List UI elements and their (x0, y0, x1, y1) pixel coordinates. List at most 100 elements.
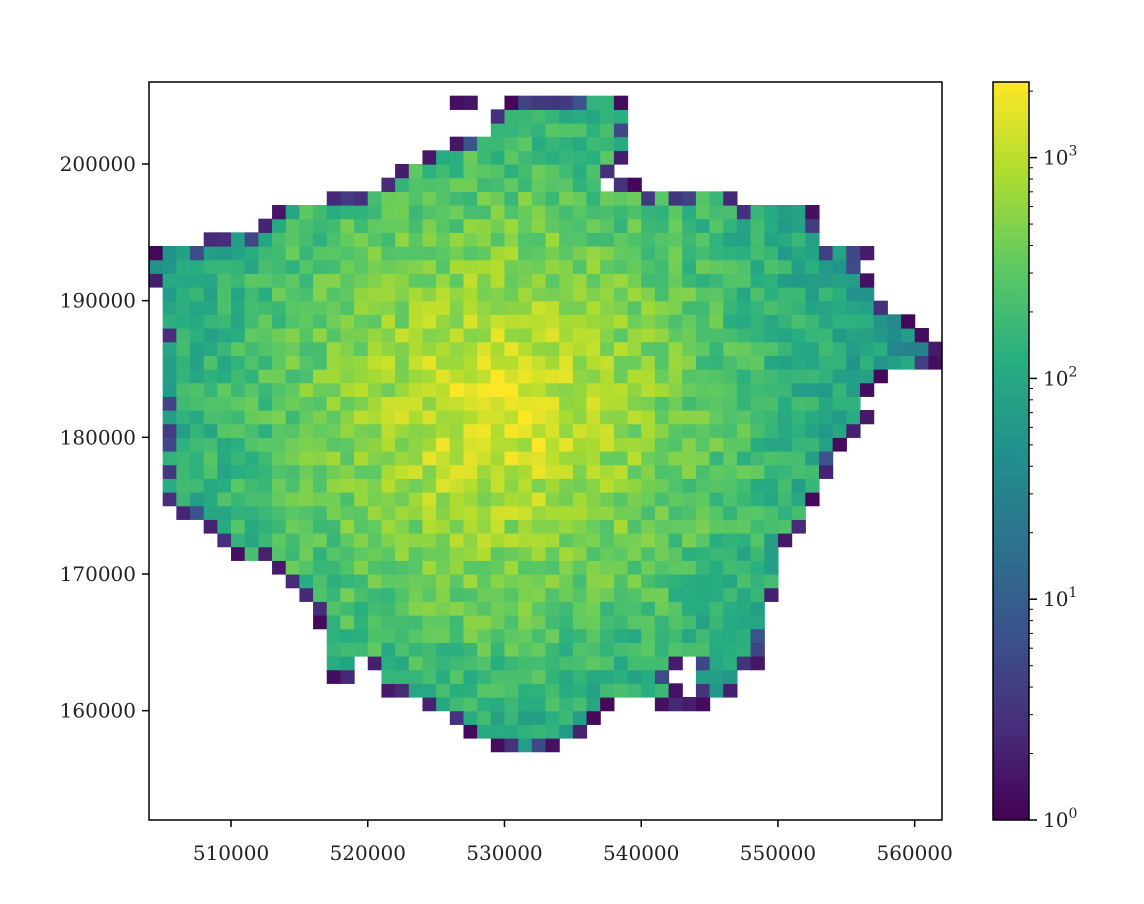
heatmap-cell (436, 423, 451, 438)
heatmap-cell (313, 369, 328, 384)
heatmap-cell (805, 423, 820, 438)
heatmap-cell (572, 314, 588, 329)
heatmap-cell (162, 437, 177, 452)
heatmap-cell (682, 615, 697, 630)
heatmap-cell (641, 287, 656, 302)
heatmap-cell (258, 287, 273, 302)
heatmap-cell (490, 287, 506, 302)
heatmap-cell (490, 615, 506, 630)
heatmap-cell (900, 328, 916, 343)
heatmap-cell (272, 492, 287, 507)
heatmap-cell (258, 519, 273, 534)
heatmap-cell (367, 478, 383, 493)
y-tick-label: 160000 (60, 699, 136, 723)
heatmap-cell (586, 478, 601, 493)
heatmap-cell (340, 396, 355, 411)
heatmap-cell (572, 273, 588, 288)
heatmap-cell (244, 451, 259, 466)
heatmap-cell (750, 273, 765, 288)
heatmap-cell (627, 437, 642, 452)
heatmap-cell (285, 574, 300, 589)
heatmap-cell (408, 218, 424, 233)
heatmap-cell (559, 519, 574, 534)
heatmap-cell (572, 656, 588, 671)
heatmap-cell (395, 382, 410, 397)
heatmap-cell (217, 464, 232, 479)
heatmap-cell (627, 560, 642, 575)
heatmap-cell (750, 341, 765, 356)
heatmap-cell (217, 369, 232, 384)
heatmap-cell (695, 259, 711, 274)
heatmap-cell (559, 437, 574, 452)
heatmap-cell (436, 218, 451, 233)
heatmap-cell (600, 560, 615, 575)
heatmap-cell (791, 519, 806, 534)
heatmap-cell (258, 451, 273, 466)
heatmap-cell (545, 355, 560, 370)
heatmap-cell (545, 95, 560, 110)
heatmap-cell (477, 328, 492, 343)
heatmap-cell (736, 369, 752, 384)
heatmap-cell (285, 396, 300, 411)
heatmap-cell (559, 136, 574, 151)
heatmap-cell (791, 341, 806, 356)
heatmap-cell (258, 246, 273, 261)
heatmap-cell (654, 615, 670, 630)
heatmap-cell (668, 328, 683, 343)
heatmap-cell (654, 205, 670, 220)
heatmap-cell (627, 683, 642, 698)
heatmap-cell (408, 396, 424, 411)
heatmap-cell (258, 273, 273, 288)
heatmap-cell (272, 478, 287, 493)
heatmap-cell (272, 328, 287, 343)
heatmap-cell (463, 437, 478, 452)
heatmap-cell (586, 423, 601, 438)
heatmap-cell (477, 478, 492, 493)
heatmap-cell (559, 478, 574, 493)
heatmap-cell (545, 533, 560, 548)
heatmap-cell (258, 314, 273, 329)
heatmap-cell (613, 423, 629, 438)
heatmap-cell (354, 246, 369, 261)
heatmap-cell (613, 546, 629, 561)
heatmap-cell (791, 478, 806, 493)
x-axis: 510000 520000 530000 540000 550000 560000 (193, 820, 953, 865)
heatmap-cell (285, 232, 300, 247)
heatmap-cell (723, 683, 738, 698)
heatmap-cell (408, 246, 424, 261)
heatmap-cell (176, 328, 191, 343)
heatmap-cell (859, 300, 875, 315)
heatmap-cell (340, 246, 355, 261)
heatmap-cell (846, 382, 861, 397)
heatmap-cell (736, 560, 752, 575)
heatmap-cell (545, 396, 560, 411)
heatmap-cell (627, 587, 642, 602)
heatmap-cell (449, 355, 465, 370)
heatmap-cell (244, 546, 259, 561)
heatmap-cell (531, 355, 547, 370)
heatmap-cell (518, 710, 533, 725)
heatmap-cell (395, 177, 410, 192)
heatmap-cell (641, 615, 656, 630)
heatmap-cell (504, 656, 519, 671)
heatmap-cell (873, 369, 888, 384)
heatmap-cell (231, 300, 246, 315)
heatmap-cell (490, 191, 506, 206)
heatmap-cell (190, 246, 205, 261)
heatmap-cell (791, 396, 806, 411)
heatmap-cell (654, 587, 670, 602)
heatmap-cell (367, 259, 383, 274)
heatmap-cell (668, 560, 683, 575)
heatmap-cell (326, 492, 342, 507)
heatmap-cell (654, 300, 670, 315)
heatmap-cell (477, 519, 492, 534)
heatmap-cell (518, 218, 533, 233)
heatmap-cell (777, 314, 793, 329)
heatmap-cell (791, 328, 806, 343)
heatmap-cell (326, 560, 342, 575)
heatmap-cell (299, 205, 314, 220)
heatmap-cell (572, 478, 588, 493)
heatmap-cell (613, 683, 629, 698)
heatmap-cell (846, 423, 861, 438)
